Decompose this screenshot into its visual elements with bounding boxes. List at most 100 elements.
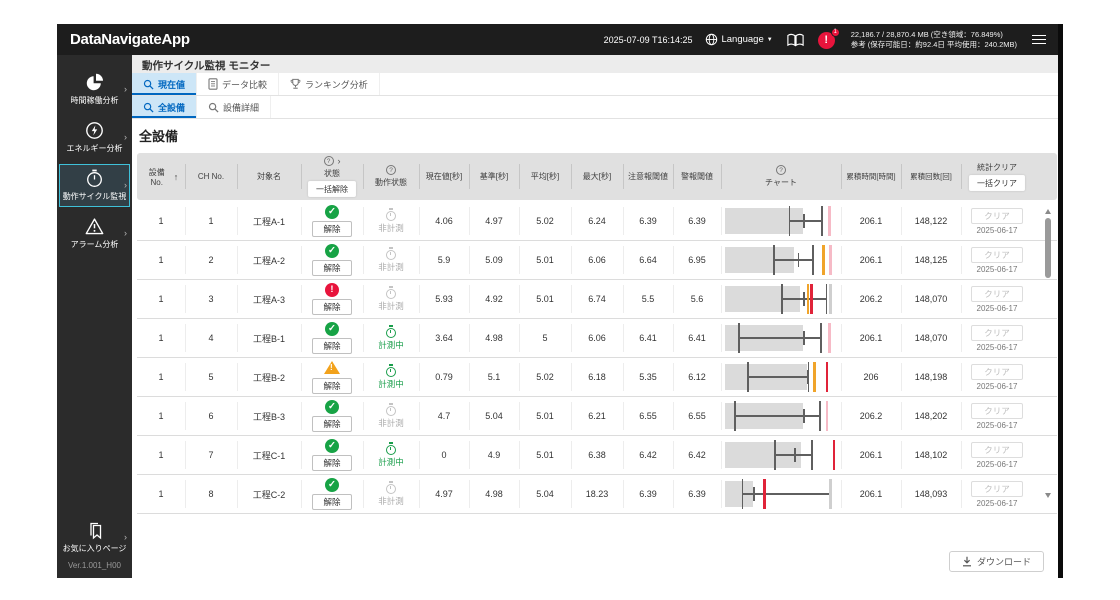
caution-threshold-value: 5.5: [623, 280, 673, 318]
target-name-value: 工程A-3: [237, 280, 301, 318]
caution-threshold-value: 5.35: [623, 358, 673, 396]
clear-button[interactable]: クリア: [971, 207, 1023, 224]
download-button[interactable]: ダウンロード: [948, 551, 1044, 572]
sidebar-item-alarm-analysis[interactable]: アラーム分析 ›: [59, 212, 130, 255]
stopwatch-icon: [386, 207, 396, 221]
magnifier-icon: [143, 79, 154, 90]
clear-button[interactable]: クリア: [971, 480, 1023, 497]
caret-down-icon: ▼: [766, 36, 773, 43]
sidebar-item-energy-analysis[interactable]: エネルギー分析 ›: [59, 116, 130, 159]
stats-clear-cell: クリア 2025-06-17: [961, 475, 1033, 513]
table-row: 1 2 工程A-2 解除 非計測 5.9 5.09 5.01 6.06 6.64…: [137, 241, 1057, 280]
alert-notification-button[interactable]: ! 1: [817, 27, 840, 50]
tab-ranking-analysis[interactable]: ランキング分析: [279, 73, 380, 95]
status-cell: 解除: [301, 241, 363, 279]
status-cell: 解除: [301, 397, 363, 435]
download-label: ダウンロード: [976, 557, 1031, 567]
status-ok-icon: [325, 244, 339, 258]
table-scrollbar: [1043, 203, 1052, 516]
chart-cell: [721, 358, 841, 396]
sidebar-item-favorites[interactable]: お気に入りページ ›: [59, 516, 130, 559]
release-button[interactable]: 解除: [312, 338, 352, 354]
page-title: 動作サイクル監視 モニター: [132, 55, 1058, 73]
average-value: 5: [519, 319, 571, 357]
cumulative-hours-value: 206.2: [841, 280, 901, 318]
cumulative-count-value: 148,125: [901, 241, 961, 279]
motion-status-label: 非計測: [378, 417, 404, 428]
caution-threshold-value: 6.39: [623, 202, 673, 240]
clear-button[interactable]: クリア: [971, 363, 1023, 380]
max-value: 6.24: [571, 202, 623, 240]
header-caution-threshold: 注意報閾値: [623, 153, 673, 200]
sidebar-item-label: エネルギー分析: [66, 144, 123, 153]
average-value: 5.01: [519, 280, 571, 318]
help-icon[interactable]: [323, 156, 334, 166]
cumulative-count-value: 148,102: [901, 436, 961, 474]
stats-clear-cell: クリア 2025-06-17: [961, 202, 1033, 240]
language-selector[interactable]: Language ▼: [705, 33, 773, 46]
clear-button[interactable]: クリア: [971, 402, 1023, 419]
scrollbar-thumb[interactable]: [1044, 218, 1051, 278]
base-value: 5.04: [469, 397, 519, 435]
scroll-up-icon[interactable]: [1044, 209, 1051, 214]
app-version: Ver.1.001_H00: [68, 561, 121, 570]
help-icon[interactable]: [386, 165, 396, 175]
motion-status-label: 計測中: [378, 456, 404, 467]
scroll-down-icon[interactable]: [1044, 493, 1051, 498]
current-value: 4.97: [419, 475, 469, 513]
content-area: 動作サイクル監視 モニター 現在値 データ比較 ランキング分析: [132, 55, 1058, 578]
motion-status-cell: 非計測: [363, 397, 419, 435]
current-value: 4.7: [419, 397, 469, 435]
status-ok-icon: [325, 205, 339, 219]
chevron-right-icon[interactable]: ›: [337, 155, 341, 166]
sort-ascending-icon[interactable]: [174, 172, 179, 182]
max-value: 6.74: [571, 280, 623, 318]
ch-no-value: 4: [185, 319, 237, 357]
cumulative-count-value: 148,198: [901, 358, 961, 396]
release-button[interactable]: 解除: [312, 221, 352, 237]
release-button[interactable]: 解除: [312, 299, 352, 315]
tab-label: 全設備: [158, 102, 186, 113]
app-window: DataNavigateApp 2025-07-09 T16:14:25 Lan…: [57, 24, 1063, 578]
alarm-threshold-value: 6.39: [673, 475, 721, 513]
menu-hamburger-button[interactable]: [1030, 33, 1048, 47]
release-button[interactable]: 解除: [312, 416, 352, 432]
stopwatch-icon: [386, 324, 396, 338]
bulk-release-button[interactable]: 一括解除: [308, 181, 356, 197]
clear-button[interactable]: クリア: [971, 285, 1023, 302]
energy-icon: [86, 122, 103, 139]
chevron-right-icon: ›: [124, 131, 127, 142]
help-icon[interactable]: [776, 165, 786, 175]
chart-cell: [721, 241, 841, 279]
tab-data-compare[interactable]: データ比較: [197, 73, 280, 95]
chart-cell: [721, 475, 841, 513]
trophy-icon: [290, 78, 301, 89]
tab-equipment-detail[interactable]: 設備詳細: [197, 96, 272, 118]
cumulative-hours-value: 206.1: [841, 202, 901, 240]
release-button[interactable]: 解除: [312, 260, 352, 276]
tab-all-equipment[interactable]: 全設備: [132, 96, 198, 118]
primary-tabs: 現在値 データ比較 ランキング分析: [132, 73, 1058, 96]
clear-button[interactable]: クリア: [971, 324, 1023, 341]
release-button[interactable]: 解除: [312, 494, 352, 510]
equipment-no-value: 1: [158, 372, 164, 382]
header-chart: チャート: [721, 153, 841, 200]
clear-button[interactable]: クリア: [971, 441, 1023, 458]
cumulative-hours-value: 206.1: [841, 241, 901, 279]
equipment-no-value: 1: [158, 333, 164, 343]
sidebar-item-time-analysis[interactable]: 時間稼働分析 ›: [59, 68, 130, 111]
target-name-value: 工程C-1: [237, 436, 301, 474]
stopwatch-icon: [386, 246, 396, 260]
release-button[interactable]: 解除: [312, 377, 352, 394]
sidebar-item-cycle-monitor[interactable]: 動作サイクル監視 ›: [59, 164, 130, 207]
ch-no-value: 5: [185, 358, 237, 396]
manual-book-button[interactable]: [786, 32, 805, 48]
stats-clear-cell: クリア 2025-06-17: [961, 397, 1033, 435]
status-ok-icon: [325, 478, 339, 492]
release-button[interactable]: 解除: [312, 455, 352, 471]
bulk-clear-button[interactable]: 一括クリア: [969, 175, 1025, 191]
chart-cell: [721, 202, 841, 240]
clear-button[interactable]: クリア: [971, 246, 1023, 263]
tab-current-value[interactable]: 現在値: [132, 73, 198, 95]
